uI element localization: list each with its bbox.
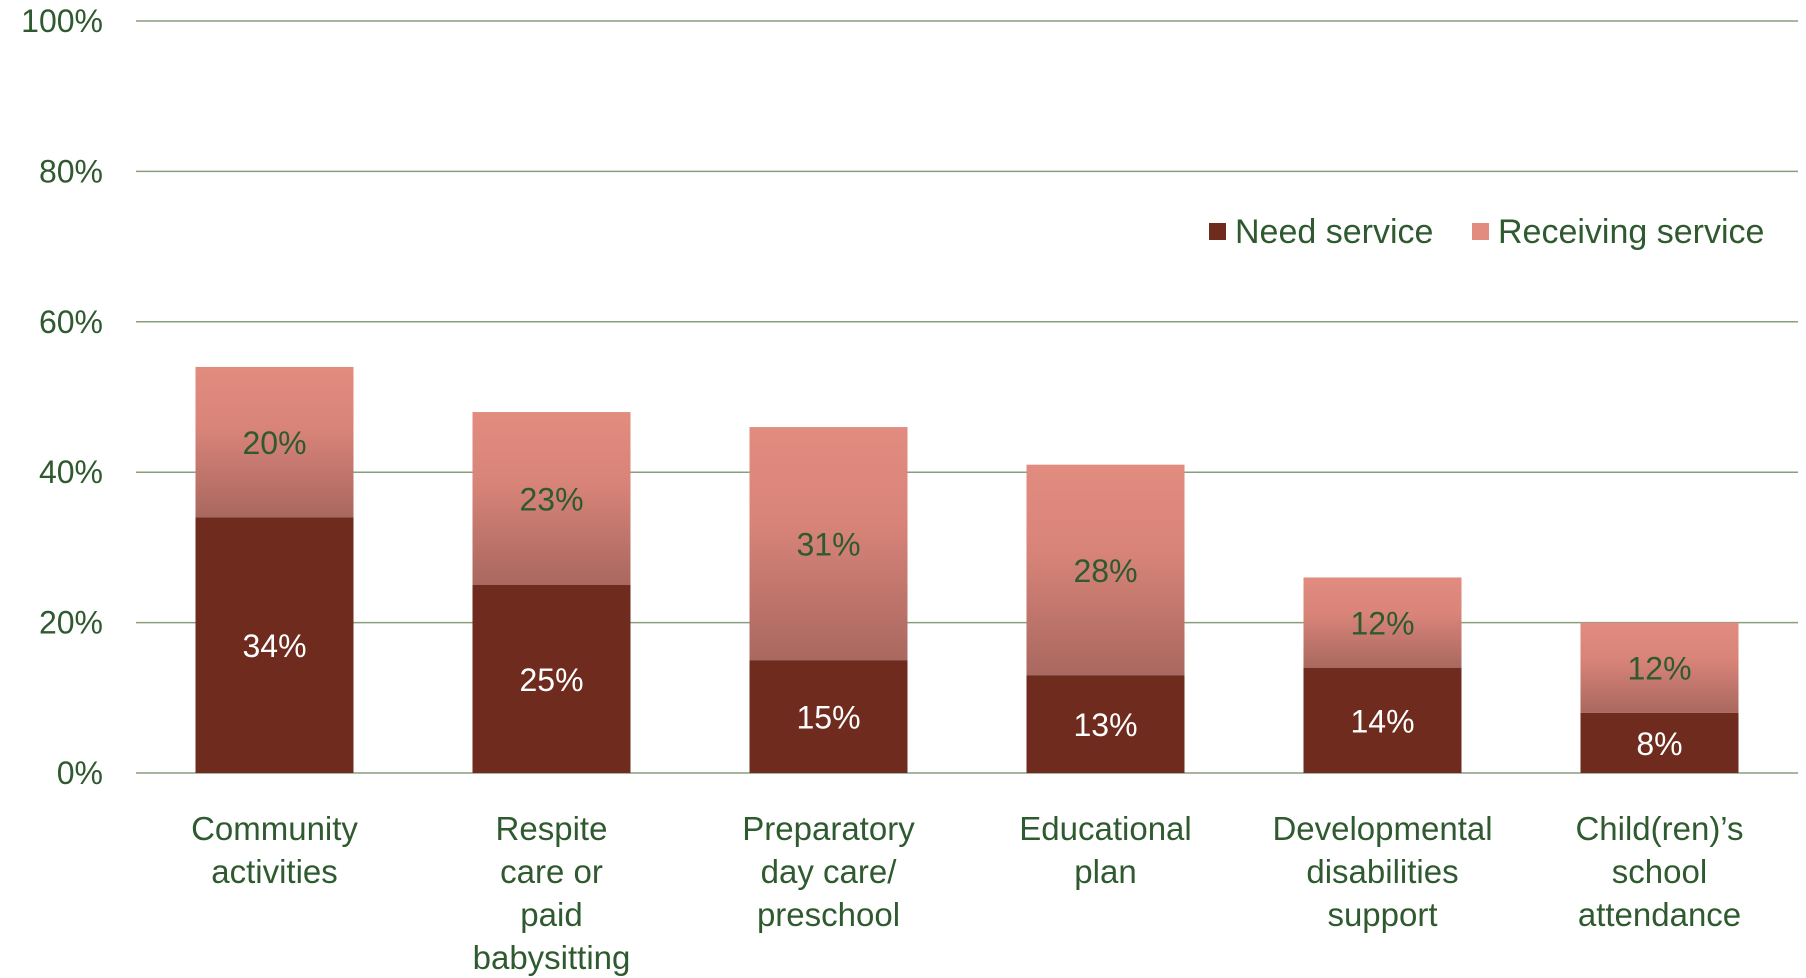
legend-label: Need service bbox=[1235, 213, 1433, 251]
y-tick-label: 20% bbox=[39, 605, 103, 641]
data-label-need-service: 15% bbox=[796, 700, 860, 736]
bar-receiving-service bbox=[1580, 622, 1739, 713]
data-label-need-service: 25% bbox=[519, 662, 583, 698]
data-label-receiving-service: 12% bbox=[1627, 651, 1691, 687]
data-label-need-service: 34% bbox=[242, 628, 306, 664]
legend: Need service Receiving service bbox=[1209, 213, 1764, 251]
bar-receiving-service bbox=[749, 427, 908, 661]
data-label-need-service: 14% bbox=[1350, 703, 1414, 739]
bar-need-service bbox=[1303, 667, 1462, 773]
y-tick-label: 0% bbox=[57, 755, 103, 791]
x-category-label: Developmental disabilities support bbox=[1272, 810, 1492, 933]
x-category-label: Community activities bbox=[191, 810, 358, 890]
x-axis-categories: Community activities Respite care or paid bab… bbox=[191, 810, 1744, 976]
bar-receiving-service bbox=[472, 412, 631, 585]
bar-need-service bbox=[195, 517, 354, 773]
x-category-label: Respite care or paid babysitting bbox=[473, 810, 631, 976]
data-label-receiving-service: 20% bbox=[242, 425, 306, 461]
y-tick-label: 100% bbox=[21, 3, 103, 39]
bar-need-service bbox=[1026, 675, 1185, 773]
data-label-need-service: 8% bbox=[1636, 726, 1682, 762]
y-tick-label: 80% bbox=[39, 153, 103, 189]
legend-swatch bbox=[1472, 223, 1489, 240]
data-label-need-service: 13% bbox=[1073, 707, 1137, 743]
bar-receiving-service bbox=[1303, 577, 1462, 668]
y-tick-label: 40% bbox=[39, 454, 103, 490]
x-category-label: Preparatory day care/preschool bbox=[742, 810, 915, 933]
bar-need-service bbox=[1580, 712, 1739, 773]
legend-swatch bbox=[1209, 223, 1226, 240]
data-label-receiving-service: 31% bbox=[796, 527, 860, 563]
data-label-receiving-service: 23% bbox=[519, 482, 583, 518]
gridlines bbox=[136, 20, 1798, 774]
x-category-label: Educational plan bbox=[1019, 810, 1191, 890]
data-labels: 34% 20% 25% 23% 15% 31% 13% 28% 14% 12% 8% 12% bbox=[242, 425, 1691, 762]
bars bbox=[195, 366, 1739, 773]
data-label-receiving-service: 28% bbox=[1073, 553, 1137, 589]
data-label-receiving-service: 12% bbox=[1350, 606, 1414, 642]
x-category-label: Child(ren)’s school attendance bbox=[1575, 810, 1743, 933]
bar-need-service bbox=[472, 585, 631, 773]
legend-label: Receiving service bbox=[1498, 213, 1764, 251]
bar-need-service bbox=[749, 660, 908, 773]
y-axis-ticks: 0% 20% 40% 60% 80% 100% bbox=[21, 3, 103, 791]
bar-receiving-service bbox=[195, 366, 354, 518]
y-tick-label: 60% bbox=[39, 304, 103, 340]
bar-receiving-service bbox=[1026, 464, 1185, 676]
